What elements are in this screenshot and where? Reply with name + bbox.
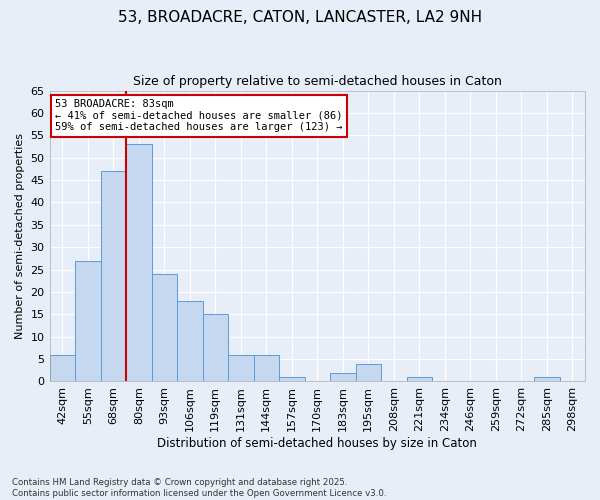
Text: 53 BROADACRE: 83sqm
← 41% of semi-detached houses are smaller (86)
59% of semi-d: 53 BROADACRE: 83sqm ← 41% of semi-detach… (55, 100, 343, 132)
Bar (254, 354, 279, 382)
Y-axis label: Number of semi-detached properties: Number of semi-detached properties (15, 133, 25, 339)
Bar (101, 171, 126, 382)
Bar (75, 260, 101, 382)
Bar (50, 354, 75, 382)
Bar (152, 274, 177, 382)
Bar (356, 364, 381, 382)
X-axis label: Distribution of semi-detached houses by size in Caton: Distribution of semi-detached houses by … (157, 437, 477, 450)
Bar (177, 301, 203, 382)
Text: Contains HM Land Registry data © Crown copyright and database right 2025.
Contai: Contains HM Land Registry data © Crown c… (12, 478, 386, 498)
Bar (126, 144, 152, 382)
Bar (279, 377, 305, 382)
Text: 53, BROADACRE, CATON, LANCASTER, LA2 9NH: 53, BROADACRE, CATON, LANCASTER, LA2 9NH (118, 10, 482, 25)
Bar (203, 314, 228, 382)
Title: Size of property relative to semi-detached houses in Caton: Size of property relative to semi-detach… (133, 75, 502, 88)
Bar (228, 354, 254, 382)
Bar (534, 377, 560, 382)
Bar (407, 377, 432, 382)
Bar (330, 372, 356, 382)
